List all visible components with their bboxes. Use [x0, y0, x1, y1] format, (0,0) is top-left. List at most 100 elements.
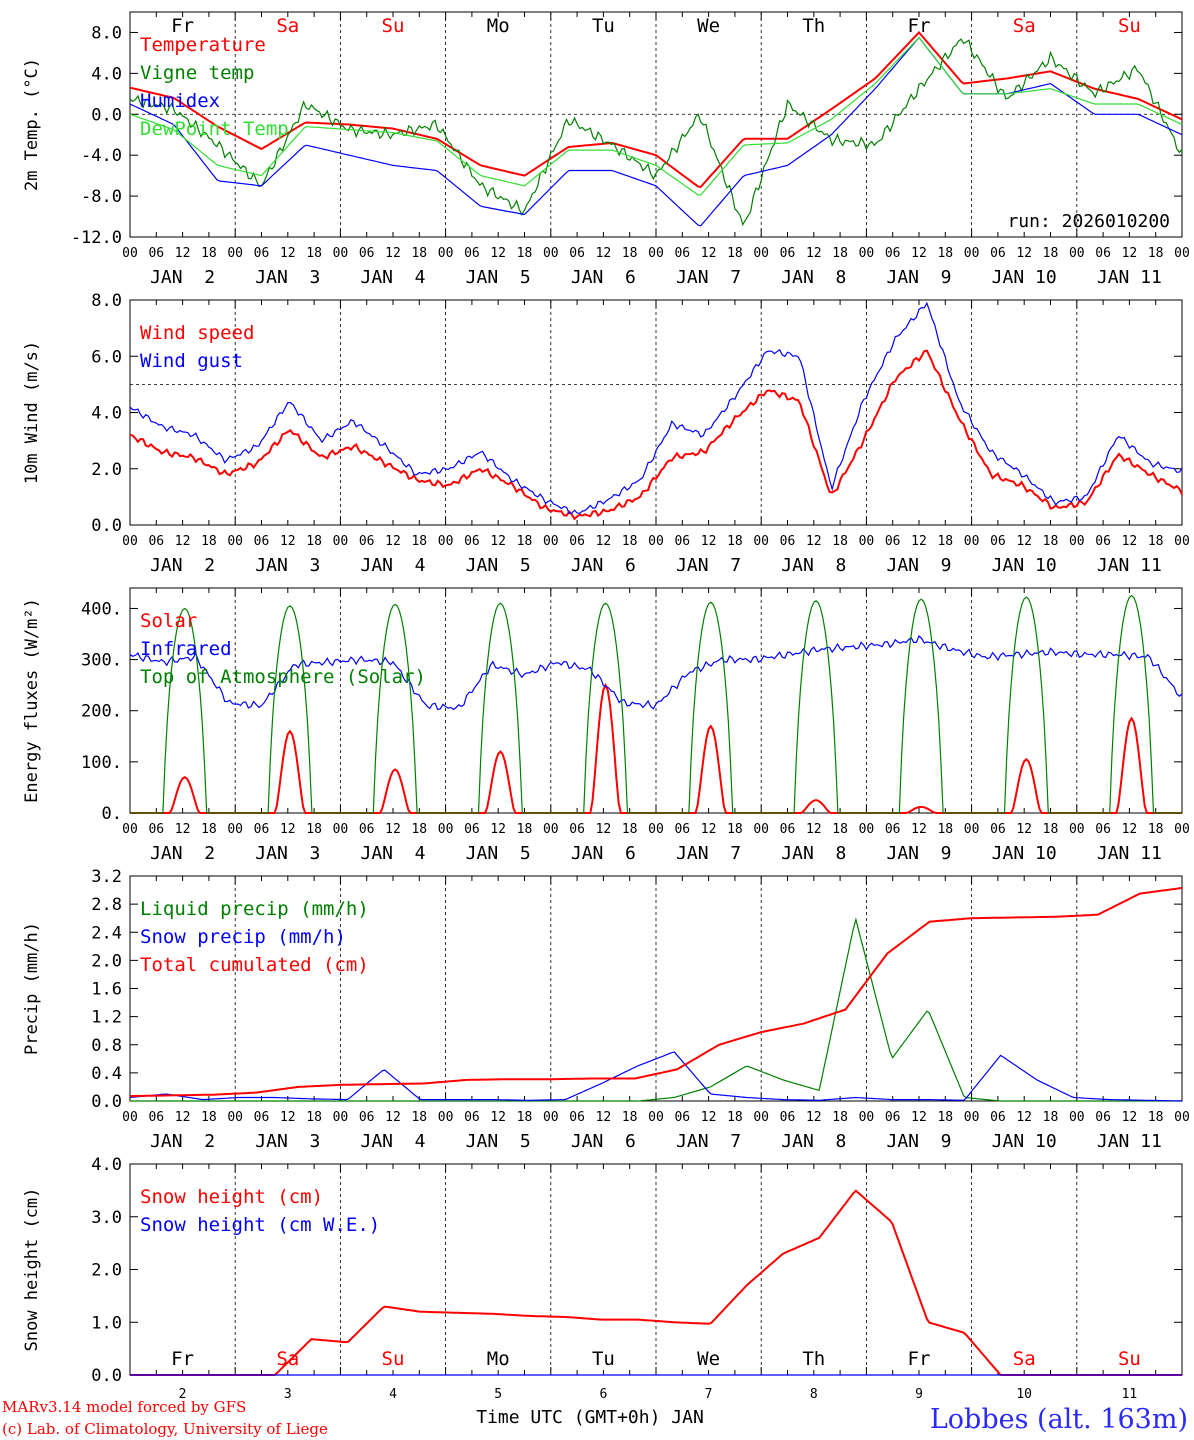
hour-label: 06 [359, 1110, 375, 1125]
hour-label: 00 [753, 1110, 769, 1125]
hour-label: 12 [490, 246, 506, 261]
weekday-label: We [697, 15, 720, 37]
run-annotation: run: 2026010200 [1007, 211, 1170, 232]
hour-label: 00 [648, 822, 664, 837]
weekday-label: We [697, 1348, 720, 1370]
hour-label: 18 [411, 246, 427, 261]
y-tick-label: 1.6 [91, 980, 122, 1000]
date-label: JAN 3 [255, 267, 320, 288]
day-number: 10 [1016, 1387, 1032, 1402]
hour-label: 00 [1174, 822, 1190, 837]
y-tick-label: 2.0 [91, 460, 122, 480]
series-line-snow-precip-mm-h- [129, 1051, 1183, 1102]
hour-label: 06 [359, 246, 375, 261]
weekday-label: Fr [908, 1348, 931, 1370]
hour-label: 18 [306, 822, 322, 837]
hour-label: 00 [543, 1110, 559, 1125]
day-number: 11 [1122, 1387, 1138, 1402]
hour-label: 18 [517, 534, 533, 549]
weekday-label: Fr [171, 1348, 194, 1370]
hour-label: 00 [964, 822, 980, 837]
hour-label: 18 [201, 246, 217, 261]
hour-label: 00 [333, 246, 349, 261]
hour-label: 00 [753, 246, 769, 261]
hour-label: 06 [674, 246, 690, 261]
hour-label: 06 [359, 534, 375, 549]
hour-label: 00 [964, 246, 980, 261]
hour-label: 06 [780, 534, 796, 549]
date-label: JAN 6 [571, 843, 636, 864]
date-label: JAN 10 [992, 267, 1057, 288]
hour-label: 12 [806, 1110, 822, 1125]
weekday-label: Tu [592, 15, 615, 37]
y-tick-label: 8.0 [91, 291, 122, 311]
y-tick-label: 4.0 [91, 1155, 122, 1175]
hour-label: 12 [385, 534, 401, 549]
panel-2: 8.0 6.0 4.0 2.0 0.0 10m Wind (m/s) Wind speed W… [22, 291, 1190, 576]
hour-label: 06 [990, 1110, 1006, 1125]
hour-label: 12 [911, 822, 927, 837]
hour-label: 00 [1174, 1110, 1190, 1125]
legend-entry: Wind speed [140, 322, 254, 344]
legend-entry: Liquid precip (mm/h) [140, 898, 369, 920]
date-label: JAN 9 [886, 555, 951, 576]
weekday-label: Su [1118, 1348, 1141, 1370]
hour-label: 06 [780, 1110, 796, 1125]
weekday-label: Fr [171, 15, 194, 37]
hour-label: 12 [1122, 246, 1138, 261]
legend-entry: Temperature [140, 34, 266, 56]
hour-label: 06 [1095, 534, 1111, 549]
hour-label: 12 [175, 246, 191, 261]
hour-label: 00 [1069, 1110, 1085, 1125]
hour-label: 06 [990, 246, 1006, 261]
hour-label: 18 [201, 534, 217, 549]
hour-label: 18 [832, 246, 848, 261]
location-label: Lobbes (alt. 163m) [930, 1404, 1188, 1435]
y-tick-label: 8.0 [91, 23, 122, 43]
hour-label: 00 [122, 534, 138, 549]
hour-label: 18 [306, 1110, 322, 1125]
plot-frame [129, 587, 1183, 814]
hour-label: 12 [280, 822, 296, 837]
date-label: JAN 11 [1097, 267, 1162, 288]
legend-entry: DewPoint Temp [140, 118, 289, 140]
hour-label: 00 [859, 1110, 875, 1125]
hour-label: 12 [701, 534, 717, 549]
date-label: JAN 4 [360, 1131, 425, 1152]
y-tick-label: 300. [81, 651, 122, 671]
hour-label: 00 [1174, 246, 1190, 261]
y-tick-label: 0.4 [91, 1064, 122, 1084]
hour-label: 18 [517, 822, 533, 837]
hour-label: 00 [227, 246, 243, 261]
hour-label: 00 [122, 246, 138, 261]
date-label: JAN 8 [781, 267, 846, 288]
date-label: JAN 9 [886, 1131, 951, 1152]
series-line-liquid-precip-mm-h- [130, 917, 1182, 1102]
hour-label: 12 [490, 534, 506, 549]
series-line-infrared [129, 634, 1183, 711]
date-label: JAN 5 [466, 843, 531, 864]
hour-label: 06 [569, 822, 585, 837]
y-tick-label: 400. [81, 599, 122, 619]
weekday-label: Th [802, 1348, 825, 1370]
hour-label: 12 [701, 1110, 717, 1125]
date-label: JAN 2 [150, 1131, 215, 1152]
y-axis-label: Energy fluxes (W/m²) [22, 598, 42, 803]
hour-label: 06 [674, 822, 690, 837]
hour-label: 00 [333, 534, 349, 549]
lab-credit: (c) Lab. of Climatology, University of L… [2, 1420, 328, 1438]
hour-label: 12 [1122, 1110, 1138, 1125]
plot-frame [129, 299, 1183, 526]
weekday-label: Th [802, 15, 825, 37]
hour-label: 18 [622, 822, 638, 837]
hour-label: 00 [1069, 534, 1085, 549]
y-axis-label: Precip (mm/h) [22, 922, 42, 1055]
hour-label: 06 [885, 246, 901, 261]
hour-label: 06 [885, 1110, 901, 1125]
date-label: JAN 8 [781, 1131, 846, 1152]
hour-label: 18 [1148, 246, 1164, 261]
hour-label: 00 [333, 822, 349, 837]
legend-entry: Snow height (cm) [140, 1186, 323, 1208]
y-axis-label: Snow height (cm) [22, 1188, 42, 1352]
hour-label: 06 [464, 246, 480, 261]
